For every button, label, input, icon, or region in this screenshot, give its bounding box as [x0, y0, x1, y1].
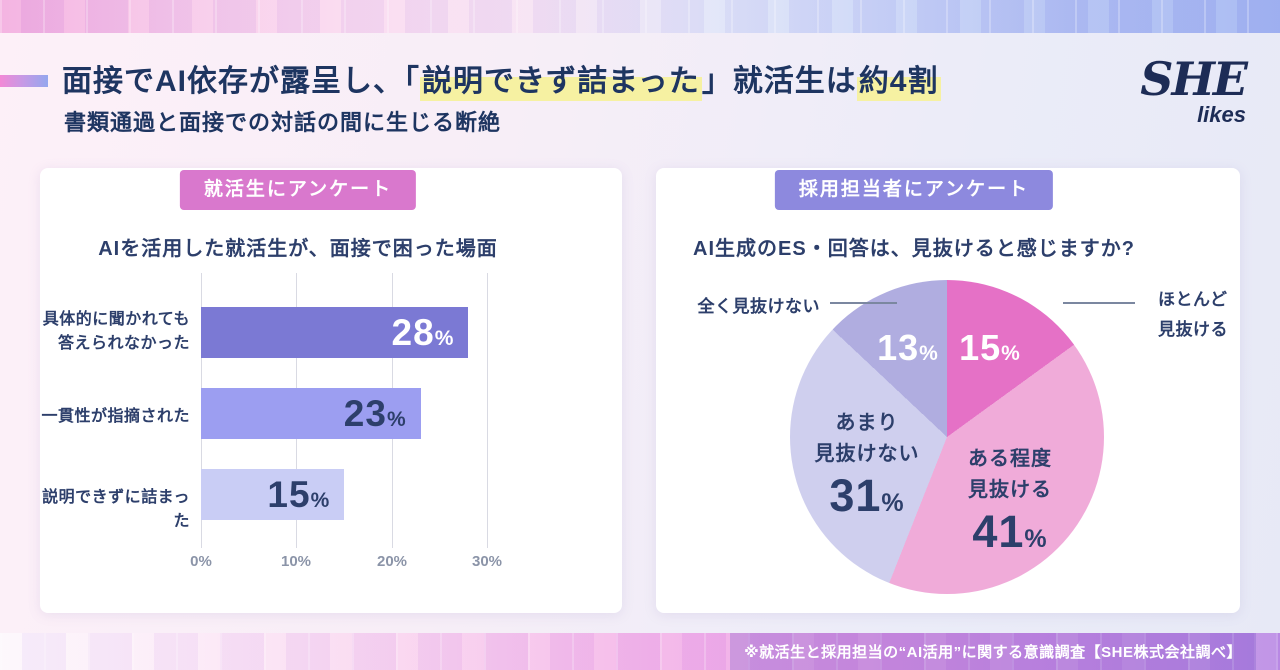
callout-leader-line: [830, 302, 897, 304]
recruiters-survey-card: 採用担当者にアンケート AI生成のES・回答は、見抜けると感じますか? 15% …: [656, 168, 1240, 613]
pie-chart-title: AI生成のES・回答は、見抜けると感じますか?: [693, 238, 1135, 260]
x-axis-tick: 30%: [471, 553, 503, 570]
pie-callout-mostly-detect: ほとんど 見抜ける: [1158, 285, 1228, 345]
pie-label-line: 見抜けない: [814, 443, 920, 465]
callout-leader-line: [1063, 302, 1135, 304]
bar-category-line: 説明できずに詰まった: [42, 489, 190, 530]
pie-label-line: 見抜ける: [968, 479, 1052, 501]
bar-chart-title: AIを活用した就活生が、面接で困った場面: [98, 238, 498, 260]
x-axis-tick: 0%: [190, 553, 212, 570]
pie-label-line: あまり: [835, 412, 899, 434]
bar-category-label: 具体的に聞かれても 答えられなかった: [40, 308, 190, 356]
bar-category-label: 一貫性が指摘された: [40, 405, 190, 429]
bar-value: 28%: [391, 311, 455, 353]
pie-value-mostly-detect: 15%: [959, 327, 1021, 368]
she-likes-logo: SHE likes: [1140, 52, 1248, 127]
bar-consistency: 23%: [201, 388, 421, 439]
pie-chart: [790, 280, 1104, 594]
gridline: [487, 273, 488, 548]
students-survey-badge: 就活生にアンケート: [179, 170, 417, 210]
pie-value-cannot-detect: 13%: [877, 327, 939, 368]
subtitle: 書類通過と面接での対話の間に生じる断絶: [64, 110, 502, 135]
pie-label-somewhat-detect: ある程度 見抜ける 41%: [968, 444, 1052, 565]
bar-value: 15%: [267, 473, 331, 515]
survey-source-note: ※就活生と採用担当の“AI活用”に関する意識調査【SHE株式会社調べ】: [730, 633, 1256, 670]
pie-callout-cannot-detect: 全く見抜けない: [697, 297, 820, 316]
bar-category-line: 一貫性が指摘された: [41, 408, 190, 425]
bar-category-label: 説明できずに詰まった: [40, 486, 190, 534]
pie-callout-line: 見抜ける: [1158, 320, 1228, 339]
x-axis-tick: 10%: [280, 553, 312, 570]
pie-callout-line: ほとんど: [1158, 290, 1228, 309]
title-segment: 面接でAI依存が露呈し、「: [62, 65, 420, 98]
bar-specific-questions: 28%: [201, 307, 469, 358]
logo-sub-text: likes: [1197, 102, 1246, 127]
bar-could-not-explain: 15%: [201, 469, 345, 520]
title-accent-dash: [0, 75, 48, 87]
pie-value: 41%: [972, 506, 1048, 557]
bar-category-line: 具体的に聞かれても: [42, 311, 190, 328]
students-survey-card: 就活生にアンケート AIを活用した就活生が、面接で困った場面 具体的に聞かれても…: [40, 168, 622, 613]
title-highlight-2: 約4割: [856, 65, 941, 101]
recruiters-survey-badge: 採用担当者にアンケート: [774, 170, 1054, 210]
pie-label-rarely-detect: あまり 見抜けない 31%: [815, 408, 920, 529]
title-segment: 」就活生は: [701, 65, 857, 98]
pie-value: 31%: [829, 470, 905, 521]
title-highlight-1: 説明できず詰まった: [420, 65, 702, 101]
bar-category-line: 答えられなかった: [57, 335, 190, 352]
pie-label-line: ある程度: [968, 448, 1052, 470]
x-axis-tick: 20%: [376, 553, 408, 570]
logo-brand-text: SHE: [1140, 52, 1248, 106]
main-title: 面接でAI依存が露呈し、「説明できず詰まった」就活生は約4割: [62, 56, 941, 101]
bar-value: 23%: [343, 392, 407, 434]
bottom-border-mosaic: ※就活生と採用担当の“AI活用”に関する意識調査【SHE株式会社調べ】: [0, 633, 1280, 670]
top-border-mosaic: [0, 0, 1280, 33]
